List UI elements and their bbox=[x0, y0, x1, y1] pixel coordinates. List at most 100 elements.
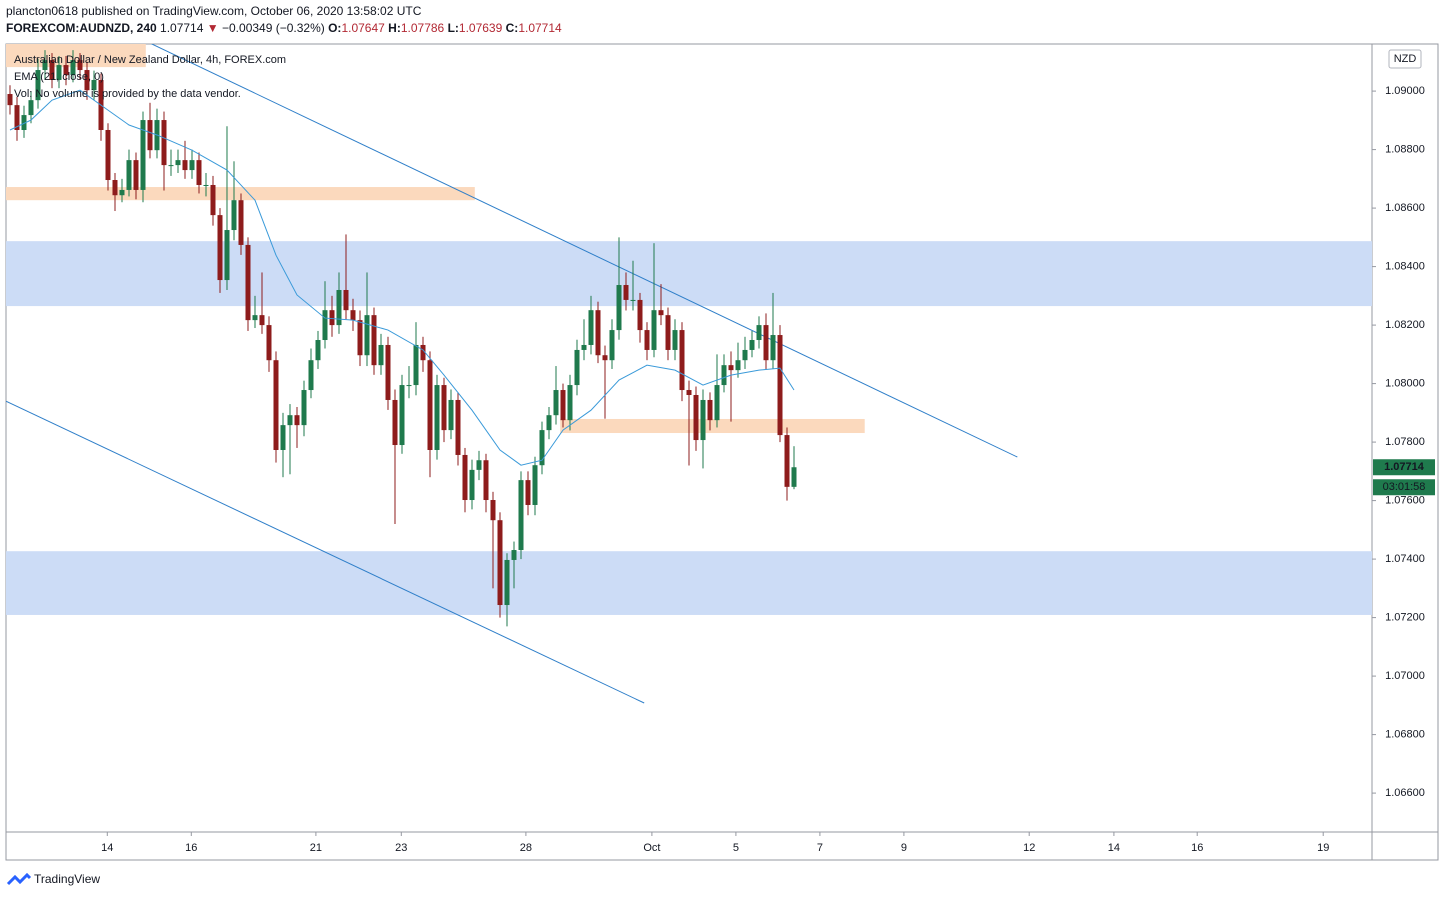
change-arrow: ▼ bbox=[206, 21, 219, 35]
x-tick-label: 21 bbox=[310, 842, 322, 854]
candle-body bbox=[574, 349, 580, 386]
close-label: C: bbox=[505, 21, 519, 35]
candle-body bbox=[714, 385, 720, 421]
y-tick-label: 1.08200 bbox=[1385, 319, 1425, 331]
candle-body bbox=[658, 310, 664, 316]
x-tick-label: 19 bbox=[1317, 842, 1329, 854]
candle-body bbox=[721, 365, 727, 386]
candle-body bbox=[616, 285, 622, 331]
candle-body bbox=[441, 385, 447, 431]
symbol: FOREXCOM:AUDNZD, 240 bbox=[6, 21, 157, 35]
candle-body bbox=[7, 94, 13, 106]
y-tick-label: 1.08600 bbox=[1385, 202, 1425, 214]
candle-body bbox=[231, 200, 237, 231]
close-value: 1.07714 bbox=[518, 21, 562, 35]
candle-body bbox=[728, 365, 734, 371]
y-tick-label: 1.08400 bbox=[1385, 261, 1425, 273]
candle-body bbox=[224, 230, 230, 281]
candle-body bbox=[623, 285, 629, 300]
candle-body bbox=[63, 65, 69, 76]
candle-body bbox=[336, 289, 342, 326]
y-tick-label: 1.08800 bbox=[1385, 143, 1425, 155]
candle-body bbox=[175, 160, 181, 166]
candle-body bbox=[469, 469, 475, 501]
candle-body bbox=[196, 160, 202, 185]
candle-body bbox=[490, 500, 496, 521]
y-tick-label: 1.07200 bbox=[1385, 612, 1425, 624]
zone bbox=[6, 241, 1372, 307]
publisher-line: plancton0618 published on TradingView.co… bbox=[6, 4, 422, 18]
ema-line bbox=[9, 89, 795, 466]
candle-body bbox=[581, 344, 587, 350]
candle-body bbox=[189, 160, 195, 171]
candle-body bbox=[518, 480, 524, 551]
candle-body bbox=[637, 299, 643, 331]
candle-body bbox=[14, 105, 20, 130]
candle-body bbox=[630, 299, 636, 301]
candle-body bbox=[560, 390, 566, 421]
open-label: O: bbox=[328, 21, 342, 35]
candle-body bbox=[245, 244, 251, 321]
candle-body bbox=[525, 480, 531, 505]
candle-body bbox=[644, 330, 650, 350]
candle-body bbox=[126, 160, 132, 190]
overlay: Australian Dollar / New Zealand Dollar, … bbox=[14, 49, 1435, 496]
countdown: 03:01:58 bbox=[1383, 481, 1426, 493]
candle-body bbox=[28, 100, 34, 116]
candle-body bbox=[434, 385, 440, 450]
candle-body bbox=[287, 415, 293, 426]
candle-body bbox=[665, 315, 671, 350]
candle-body bbox=[413, 344, 419, 386]
candle-body bbox=[609, 330, 615, 361]
candle-body bbox=[252, 315, 258, 321]
candle-body bbox=[777, 335, 783, 436]
y-tick-label: 1.07800 bbox=[1385, 436, 1425, 448]
x-tick-label: 28 bbox=[520, 842, 532, 854]
candle-body bbox=[315, 340, 321, 361]
x-tick-label: Oct bbox=[643, 842, 660, 854]
candle-body bbox=[49, 60, 55, 80]
open-value: 1.07647 bbox=[341, 21, 385, 35]
candle-body bbox=[686, 390, 692, 396]
indicator-label: Vol: No volume is provided by the data v… bbox=[14, 88, 241, 100]
zone bbox=[6, 44, 146, 68]
candle-body bbox=[322, 310, 328, 341]
candle-body bbox=[595, 310, 601, 356]
candle-body bbox=[539, 430, 545, 466]
change: −0.00349 (−0.32%) bbox=[222, 21, 325, 35]
candle-body bbox=[266, 325, 272, 361]
trendline bbox=[6, 400, 645, 704]
candle-body bbox=[280, 425, 286, 450]
candle-body bbox=[378, 344, 384, 366]
candle-body bbox=[693, 395, 699, 441]
candle-body bbox=[756, 325, 762, 341]
candle-body bbox=[679, 330, 685, 391]
candle-body bbox=[546, 415, 552, 431]
candle-body bbox=[70, 60, 76, 76]
chart-title: Australian Dollar / New Zealand Dollar, … bbox=[14, 54, 286, 66]
candle-body bbox=[210, 184, 216, 216]
candle-body bbox=[651, 310, 657, 350]
brand: TradingView bbox=[34, 872, 101, 886]
x-tick-label: 16 bbox=[1191, 842, 1203, 854]
last-price-label: 1.07714 bbox=[1384, 461, 1425, 473]
candle-body bbox=[553, 390, 559, 416]
candle-body bbox=[42, 60, 48, 71]
candle-body bbox=[497, 520, 503, 606]
candle-body bbox=[357, 320, 363, 356]
brand-icon bbox=[6, 872, 32, 886]
candle-body bbox=[364, 315, 370, 356]
candle-body bbox=[784, 435, 790, 487]
last-price-box bbox=[1373, 459, 1435, 476]
x-tick-label: 7 bbox=[817, 842, 823, 854]
chart-frame bbox=[5, 43, 1439, 861]
candle-body bbox=[301, 390, 307, 426]
candle-body bbox=[763, 325, 769, 361]
candle-body bbox=[133, 160, 139, 190]
x-tick-label: 12 bbox=[1023, 842, 1035, 854]
candle-body bbox=[567, 385, 573, 421]
high-label: H: bbox=[388, 21, 401, 35]
x-tick-label: 5 bbox=[733, 842, 739, 854]
candle-body bbox=[735, 360, 741, 371]
